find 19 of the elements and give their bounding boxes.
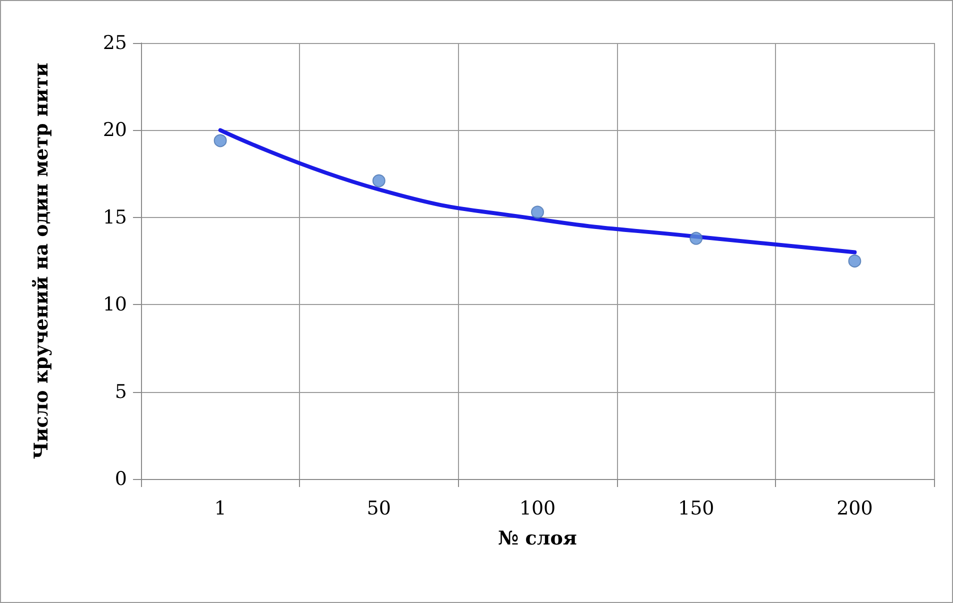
y-axis-title: Число кручений на один метр нити — [30, 62, 52, 460]
y-tick-label: 20 — [102, 119, 127, 142]
point — [848, 254, 862, 268]
y-tick-label: 10 — [102, 294, 127, 316]
point — [531, 206, 544, 219]
y-tick-label: 15 — [102, 206, 127, 228]
x-tick-label: 100 — [519, 498, 556, 520]
x-tick-label: 50 — [366, 498, 391, 520]
point — [214, 134, 227, 148]
point — [690, 232, 703, 245]
y-tick-label: 5 — [114, 380, 127, 403]
x-tick-label: 1 — [214, 498, 226, 520]
y-tick-label: 25 — [102, 32, 127, 54]
x-tick-label: 200 — [836, 498, 873, 520]
point — [372, 174, 386, 188]
y-tick-label: 0 — [114, 468, 127, 490]
line-series — [218, 128, 857, 254]
x-tick-label: 150 — [678, 498, 714, 520]
x-axis-title: № слоя — [498, 528, 577, 550]
